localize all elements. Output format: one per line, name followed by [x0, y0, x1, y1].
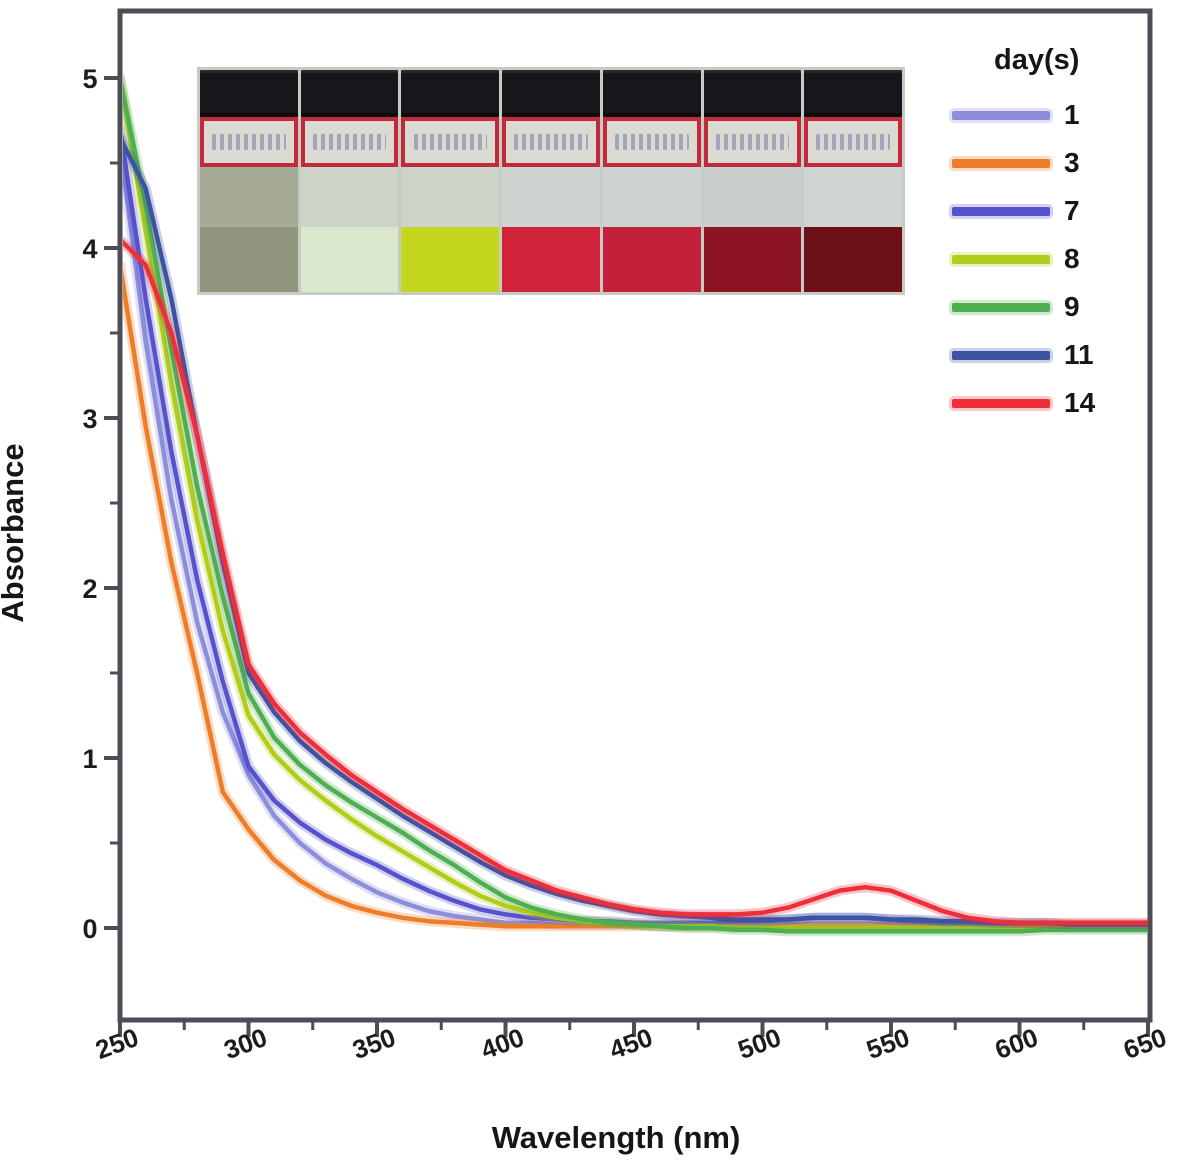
vial-cap	[300, 70, 399, 117]
y-tick-label: 1	[82, 744, 97, 774]
legend-entry-day-11: 11	[952, 331, 1152, 379]
vial-label	[200, 117, 298, 167]
vial-label-text	[413, 134, 488, 150]
vial-glass	[401, 167, 500, 227]
x-tick-label: 600	[991, 1022, 1042, 1065]
legend-label-day-14: 14	[1064, 387, 1096, 418]
inset-photo	[197, 67, 905, 295]
x-tick-label: 550	[862, 1022, 913, 1065]
legend-entry-day-3: 3	[952, 139, 1152, 187]
vial-cap	[401, 70, 500, 117]
vial-day-9	[602, 70, 701, 292]
legend-entry-day-9: 9	[952, 283, 1152, 331]
vial-label	[804, 117, 903, 167]
y-tick-label: 4	[82, 234, 97, 264]
x-axis-title: Wavelength (nm)	[492, 1120, 741, 1155]
vial-glass	[703, 167, 802, 227]
y-axis-title: Absorbance	[0, 443, 30, 622]
vial-label-text	[715, 134, 790, 150]
series-line-day-14	[123, 239, 1148, 926]
legend-line-day-11	[952, 350, 1050, 360]
legend-title: day(s)	[994, 44, 1080, 76]
legend-entry-day-7: 7	[952, 187, 1152, 235]
vial-cap	[200, 70, 298, 117]
vial-label-text	[816, 134, 890, 150]
vial-liquid	[502, 227, 600, 292]
vial-cap	[602, 70, 701, 117]
x-tick-label: 350	[348, 1022, 399, 1065]
vial-cap	[703, 70, 802, 117]
vial-day-11	[703, 70, 802, 292]
vial-glass	[602, 167, 701, 227]
axis-ticks	[104, 76, 1150, 1037]
vial-day-1	[200, 70, 298, 292]
series-line-day-9	[123, 81, 1148, 934]
x-tick-label: 400	[477, 1022, 528, 1065]
x-tick-label: 650	[1119, 1022, 1170, 1065]
vial-label	[502, 117, 600, 167]
vial-glass	[300, 167, 399, 227]
vial-liquid	[200, 227, 298, 292]
axis-minor-ticks	[110, 161, 1086, 1030]
legend-label-day-11: 11	[1064, 339, 1094, 370]
legend-label-day-9: 9	[1064, 291, 1080, 322]
legend-line-day-8	[952, 254, 1050, 264]
vial-label	[401, 117, 500, 167]
vial-label-text	[514, 134, 588, 150]
vial-liquid	[703, 227, 802, 292]
legend-label-day-7: 7	[1064, 195, 1080, 226]
vial-cap	[502, 70, 600, 117]
y-tick-label: 2	[82, 574, 97, 604]
vial-liquid	[300, 227, 399, 292]
legend-label-day-1: 1	[1064, 99, 1080, 130]
series-curves	[123, 74, 1148, 937]
vial-glass	[502, 167, 600, 227]
legend-line-day-9	[952, 302, 1050, 312]
vial-label-text	[614, 134, 689, 150]
vial-label-text	[212, 134, 286, 150]
y-tick-label: 0	[82, 914, 97, 944]
legend-label-day-8: 8	[1064, 243, 1080, 274]
x-tick-label: 450	[605, 1022, 656, 1065]
vial-label	[300, 117, 399, 167]
legend-entry-day-1: 1	[952, 91, 1152, 139]
vial-label	[602, 117, 701, 167]
vial-liquid	[602, 227, 701, 292]
legend: day(s) 1 3 7 8 9 11 14	[952, 44, 1152, 427]
x-tick-label: 500	[734, 1022, 785, 1065]
vial-cap	[804, 70, 903, 117]
legend-line-day-3	[952, 158, 1050, 168]
legend-label-day-3: 3	[1064, 147, 1080, 178]
vial-glass	[200, 167, 298, 227]
vial-glass	[804, 167, 903, 227]
y-tick-label: 3	[82, 404, 97, 434]
x-tick-label: 300	[220, 1022, 271, 1065]
legend-line-day-7	[952, 206, 1050, 216]
legend-entry-day-8: 8	[952, 235, 1152, 283]
legend-entry-day-14: 14	[952, 379, 1152, 427]
vial-day-8	[502, 70, 600, 292]
vial-liquid	[804, 227, 903, 292]
vial-label	[703, 117, 802, 167]
legend-line-day-14	[952, 398, 1050, 408]
vial-day-7	[401, 70, 500, 292]
vial-label-text	[312, 134, 387, 150]
vial-day-14	[804, 70, 903, 292]
vial-liquid	[401, 227, 500, 292]
y-tick-label: 5	[82, 64, 97, 94]
legend-line-day-1	[952, 110, 1050, 120]
x-tick-label: 250	[91, 1022, 142, 1065]
vial-day-3	[300, 70, 399, 292]
